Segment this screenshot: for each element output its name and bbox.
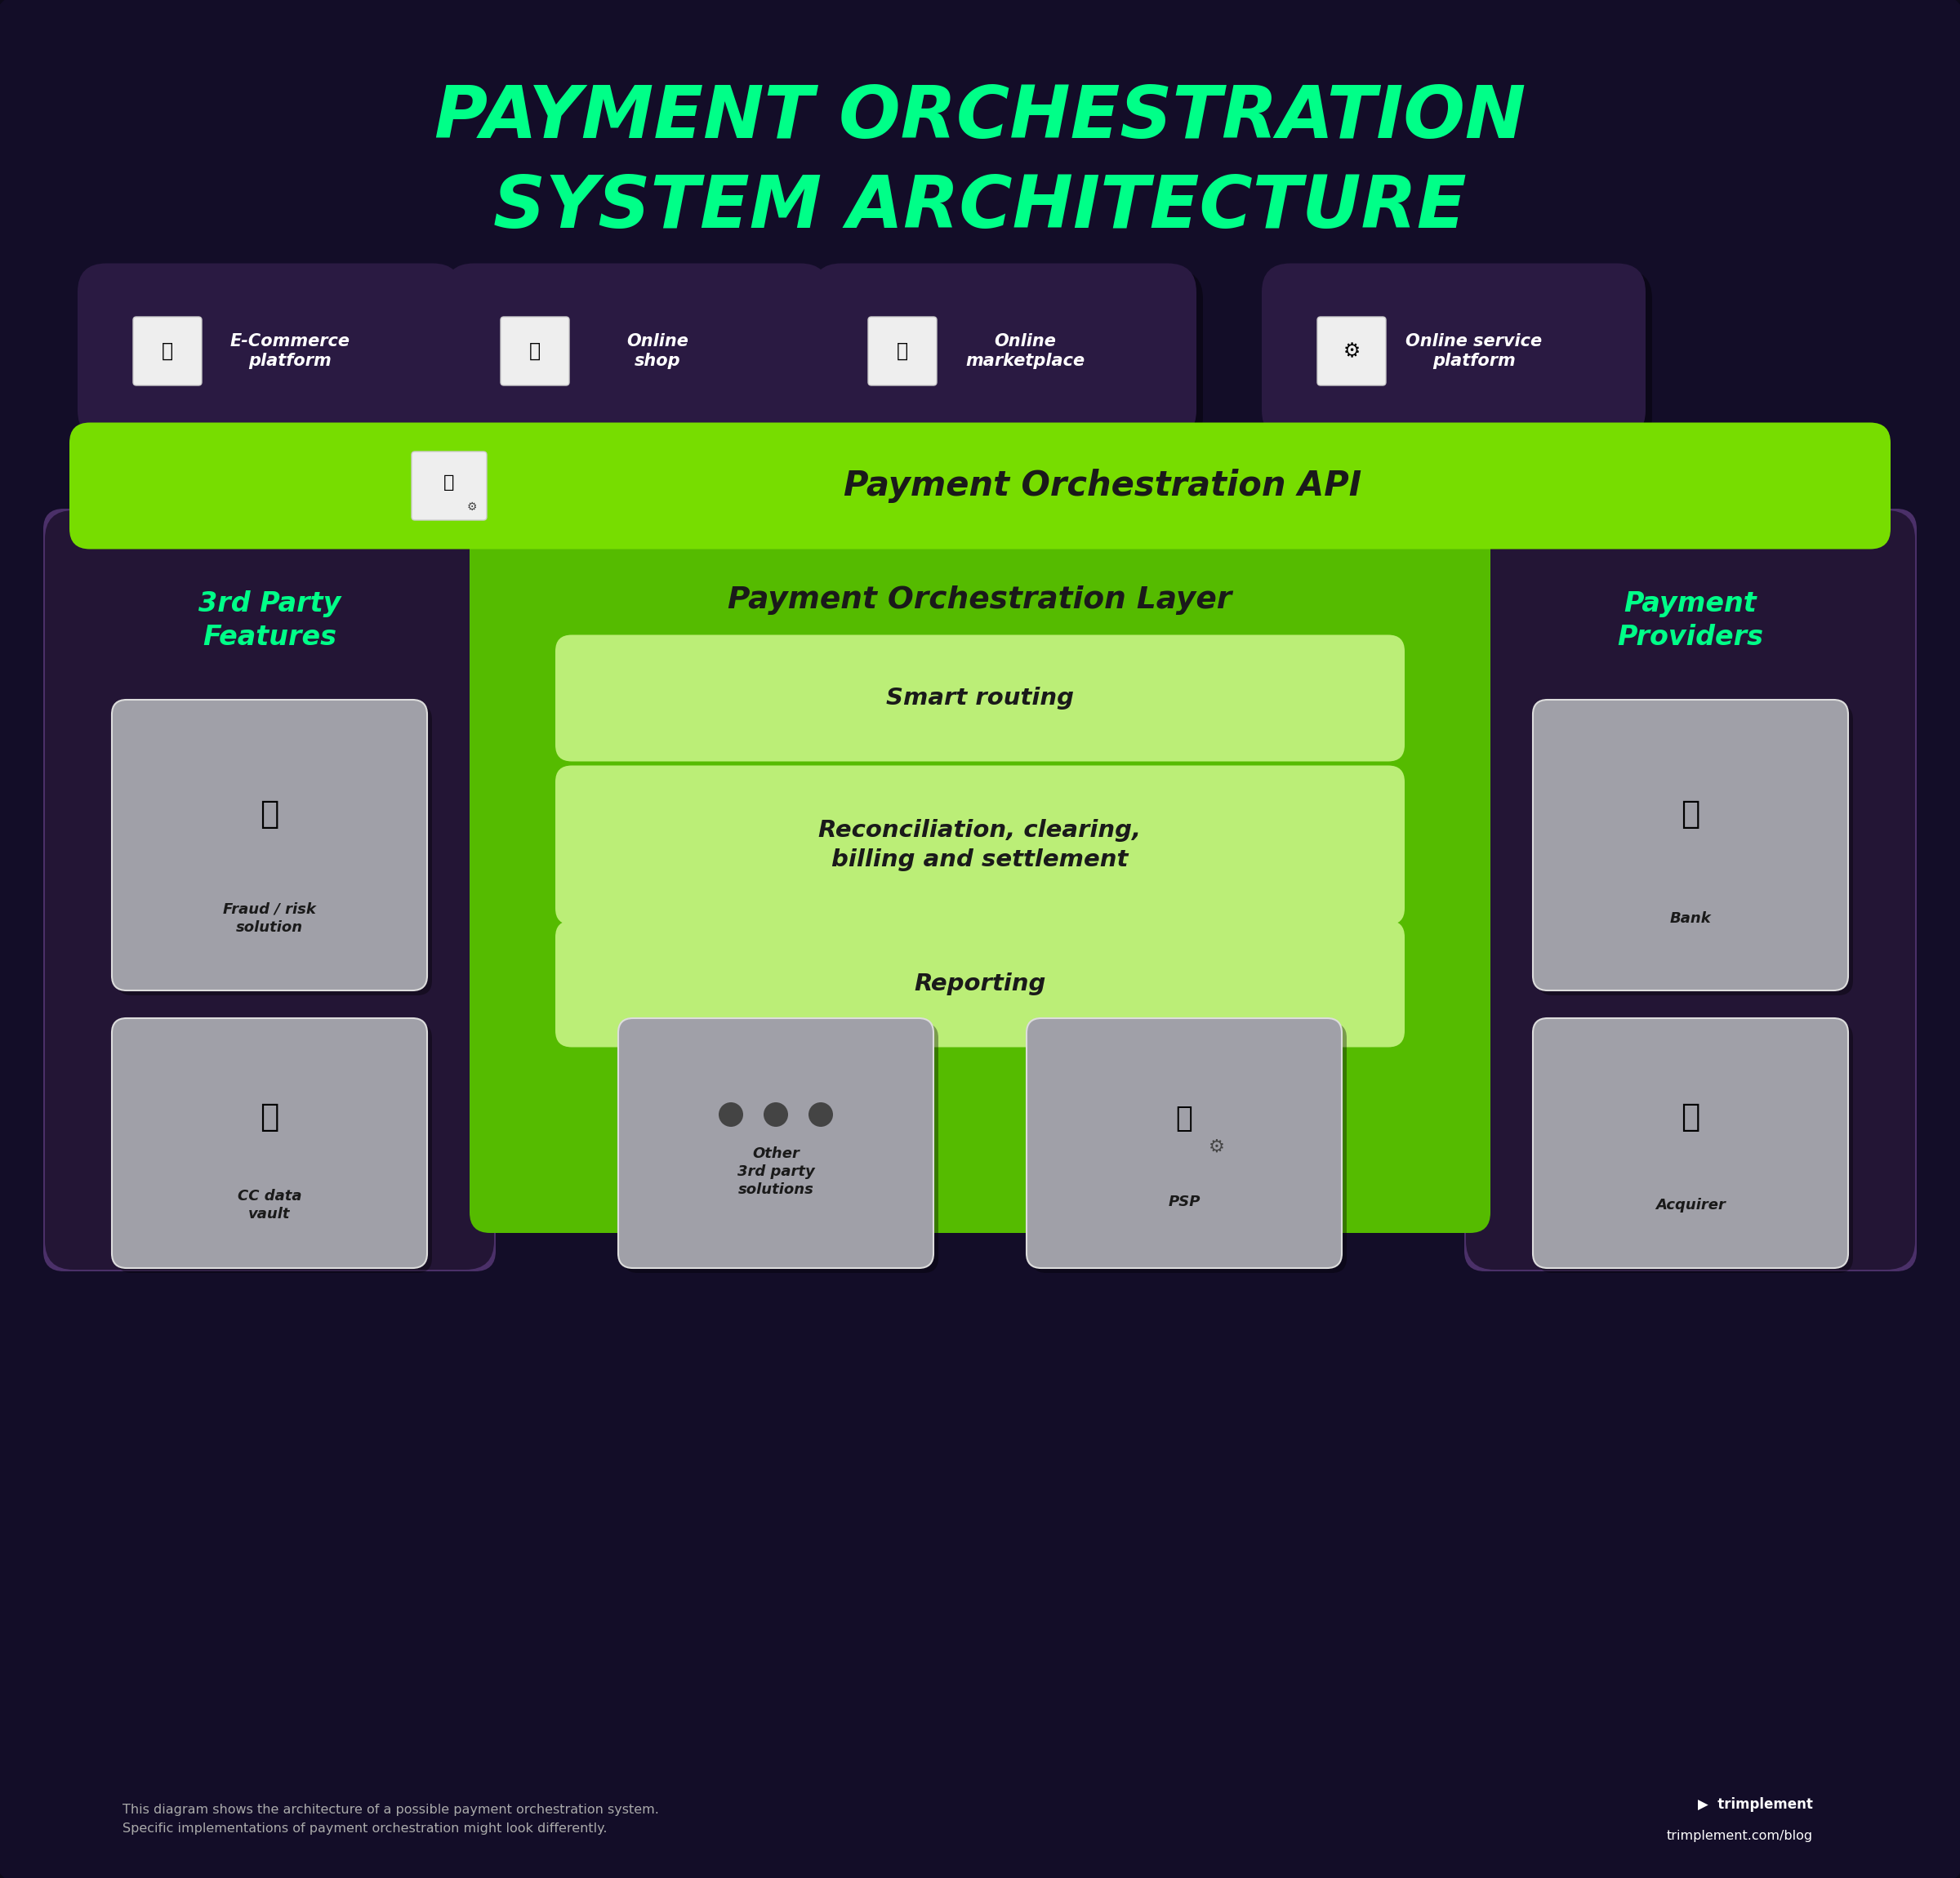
Text: 🗄: 🗄 <box>261 1101 278 1132</box>
Text: 🛒: 🛒 <box>161 342 172 361</box>
FancyBboxPatch shape <box>412 451 486 520</box>
Text: 🏛: 🏛 <box>1682 798 1699 830</box>
Text: Reporting: Reporting <box>913 973 1047 995</box>
Text: ⚙: ⚙ <box>466 501 476 513</box>
Text: PAYMENT ORCHESTRATION: PAYMENT ORCHESTRATION <box>435 83 1525 154</box>
Circle shape <box>809 1102 833 1127</box>
FancyBboxPatch shape <box>1539 704 1852 995</box>
Text: 🏪: 🏪 <box>529 342 541 361</box>
FancyBboxPatch shape <box>500 317 568 385</box>
FancyBboxPatch shape <box>470 522 1490 1234</box>
FancyBboxPatch shape <box>555 635 1405 761</box>
Text: trimplement.com/blog: trimplement.com/blog <box>1666 1829 1813 1842</box>
FancyBboxPatch shape <box>118 704 431 995</box>
Text: 💶: 💶 <box>1176 1104 1194 1132</box>
FancyBboxPatch shape <box>813 263 1196 439</box>
Text: ⚙: ⚙ <box>1343 342 1360 361</box>
FancyBboxPatch shape <box>617 1018 933 1268</box>
FancyBboxPatch shape <box>445 263 829 439</box>
FancyBboxPatch shape <box>555 920 1405 1048</box>
FancyBboxPatch shape <box>133 317 202 385</box>
FancyBboxPatch shape <box>43 509 496 1271</box>
Text: Smart routing: Smart routing <box>886 687 1074 710</box>
Text: Payment Orchestration API: Payment Orchestration API <box>843 470 1362 503</box>
Text: SYSTEM ARCHITECTURE: SYSTEM ARCHITECTURE <box>494 173 1466 244</box>
Text: Payment
Providers: Payment Providers <box>1617 590 1764 650</box>
Text: 3rd Party
Features: 3rd Party Features <box>198 590 341 650</box>
Text: 🔍: 🔍 <box>261 798 278 830</box>
Text: ⚙: ⚙ <box>1209 1140 1225 1155</box>
Text: Online
shop: Online shop <box>627 332 688 370</box>
FancyBboxPatch shape <box>1466 511 1915 1270</box>
FancyBboxPatch shape <box>45 511 494 1270</box>
FancyBboxPatch shape <box>78 263 461 439</box>
Text: Payment Orchestration Layer: Payment Orchestration Layer <box>727 586 1233 614</box>
FancyBboxPatch shape <box>69 423 1891 548</box>
Text: PSP: PSP <box>1168 1194 1200 1209</box>
Text: Other
3rd party
solutions: Other 3rd party solutions <box>737 1146 815 1196</box>
Text: E-Commerce
platform: E-Commerce platform <box>229 332 351 370</box>
Text: Fraud / risk
solution: Fraud / risk solution <box>223 901 316 935</box>
FancyBboxPatch shape <box>623 1024 939 1273</box>
FancyBboxPatch shape <box>451 270 835 445</box>
FancyBboxPatch shape <box>112 700 427 990</box>
Text: Online
marketplace: Online marketplace <box>964 332 1084 370</box>
Text: Reconciliation, clearing,
billing and settlement: Reconciliation, clearing, billing and se… <box>819 819 1141 871</box>
FancyBboxPatch shape <box>1027 1018 1343 1268</box>
FancyBboxPatch shape <box>1533 1018 1848 1268</box>
Text: Bank: Bank <box>1670 911 1711 926</box>
Text: Acquirer: Acquirer <box>1656 1198 1725 1211</box>
Text: 🏬: 🏬 <box>896 342 907 361</box>
FancyBboxPatch shape <box>819 270 1203 445</box>
FancyBboxPatch shape <box>868 317 937 385</box>
FancyBboxPatch shape <box>1268 270 1652 445</box>
Text: CC data
vault: CC data vault <box>237 1189 302 1221</box>
FancyBboxPatch shape <box>1464 509 1917 1271</box>
FancyBboxPatch shape <box>1317 317 1386 385</box>
FancyBboxPatch shape <box>112 1018 427 1268</box>
FancyBboxPatch shape <box>1262 263 1646 439</box>
Text: This diagram shows the architecture of a possible payment orchestration system.
: This diagram shows the architecture of a… <box>122 1805 659 1835</box>
Text: ▶  trimplement: ▶ trimplement <box>1697 1797 1813 1812</box>
Text: 📋: 📋 <box>443 475 455 490</box>
Text: Online service
platform: Online service platform <box>1405 332 1543 370</box>
Circle shape <box>764 1102 788 1127</box>
FancyBboxPatch shape <box>555 766 1405 924</box>
FancyBboxPatch shape <box>1539 1024 1852 1273</box>
FancyBboxPatch shape <box>1533 700 1848 990</box>
Circle shape <box>719 1102 743 1127</box>
FancyBboxPatch shape <box>118 1024 431 1273</box>
FancyBboxPatch shape <box>1031 1024 1347 1273</box>
Text: 🤝: 🤝 <box>1682 1101 1699 1132</box>
FancyBboxPatch shape <box>84 270 468 445</box>
